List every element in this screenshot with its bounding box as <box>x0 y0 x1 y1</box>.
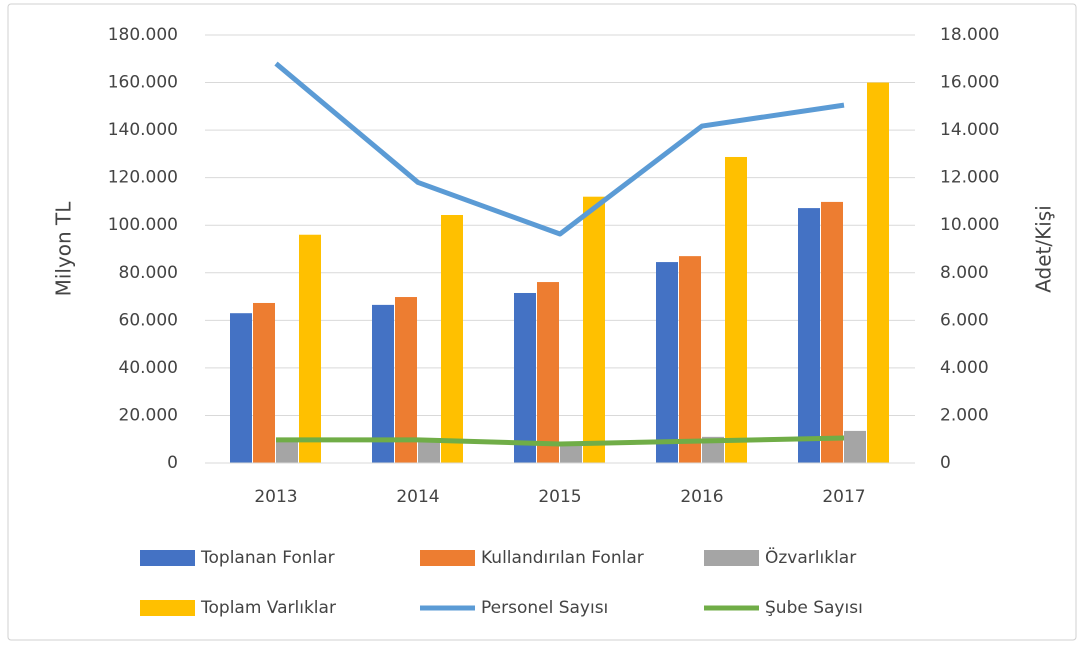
bar <box>844 430 866 463</box>
y2-tick-label: 10.000 <box>940 215 999 235</box>
y2-tick-label: 8.000 <box>940 263 989 283</box>
bar <box>656 262 678 463</box>
line <box>274 61 845 237</box>
bar <box>276 441 298 463</box>
bar <box>537 282 559 463</box>
legend-swatch <box>704 550 759 566</box>
x-tick-label: 2017 <box>822 487 865 507</box>
y2-tick-label: 14.000 <box>940 120 999 140</box>
legend-label: Toplanan Fonlar <box>200 548 335 568</box>
bar <box>583 196 605 463</box>
legend-swatch <box>140 550 195 566</box>
bar <box>867 82 889 464</box>
bar <box>560 441 582 463</box>
line <box>276 435 845 447</box>
y-tick-label: 80.000 <box>119 263 178 283</box>
legend-swatch <box>140 600 195 616</box>
bar <box>299 234 321 463</box>
legend-label: Toplam Varlıklar <box>200 598 336 618</box>
bar <box>395 297 417 463</box>
y2-tick-label: 2.000 <box>940 405 989 425</box>
y2-tick-label: 18.000 <box>940 25 999 45</box>
legend-label: Personel Sayısı <box>481 598 608 618</box>
x-tick-label: 2013 <box>254 487 297 507</box>
y-axis-label: Milyon TL <box>52 201 76 297</box>
bar <box>372 304 394 463</box>
y2-tick-label: 6.000 <box>940 310 989 330</box>
legend-label: Kullandırılan Fonlar <box>481 548 644 568</box>
bar <box>725 156 747 464</box>
legend-label: Şube Sayısı <box>765 598 863 618</box>
y-tick-label: 120.000 <box>108 168 178 188</box>
x-tick-label: 2014 <box>396 487 439 507</box>
x-tick-label: 2016 <box>680 487 723 507</box>
bar <box>441 214 463 463</box>
bar <box>821 201 843 464</box>
y-tick-label: 40.000 <box>119 358 178 378</box>
bar <box>679 256 701 463</box>
bar <box>514 292 536 463</box>
legend-swatch <box>420 550 475 566</box>
y-tick-label: 20.000 <box>119 405 178 425</box>
y2-tick-label: 0 <box>940 453 951 473</box>
bar <box>418 439 440 463</box>
y2-tick-label: 12.000 <box>940 168 999 188</box>
y-tick-label: 100.000 <box>108 215 178 235</box>
legend-label: Özvarlıklar <box>765 546 856 568</box>
y-tick-label: 0 <box>167 453 178 473</box>
bar <box>253 302 275 463</box>
y2-axis-label: Adet/Kişi <box>1032 205 1056 293</box>
y-tick-label: 140.000 <box>108 120 178 140</box>
y-tick-label: 180.000 <box>108 25 178 45</box>
y2-tick-label: 16.000 <box>940 73 999 93</box>
y-tick-label: 160.000 <box>108 73 178 93</box>
bar <box>798 208 820 463</box>
y-tick-label: 60.000 <box>119 310 178 330</box>
x-tick-label: 2015 <box>538 487 581 507</box>
bar <box>230 313 252 463</box>
y2-tick-label: 4.000 <box>940 358 989 378</box>
